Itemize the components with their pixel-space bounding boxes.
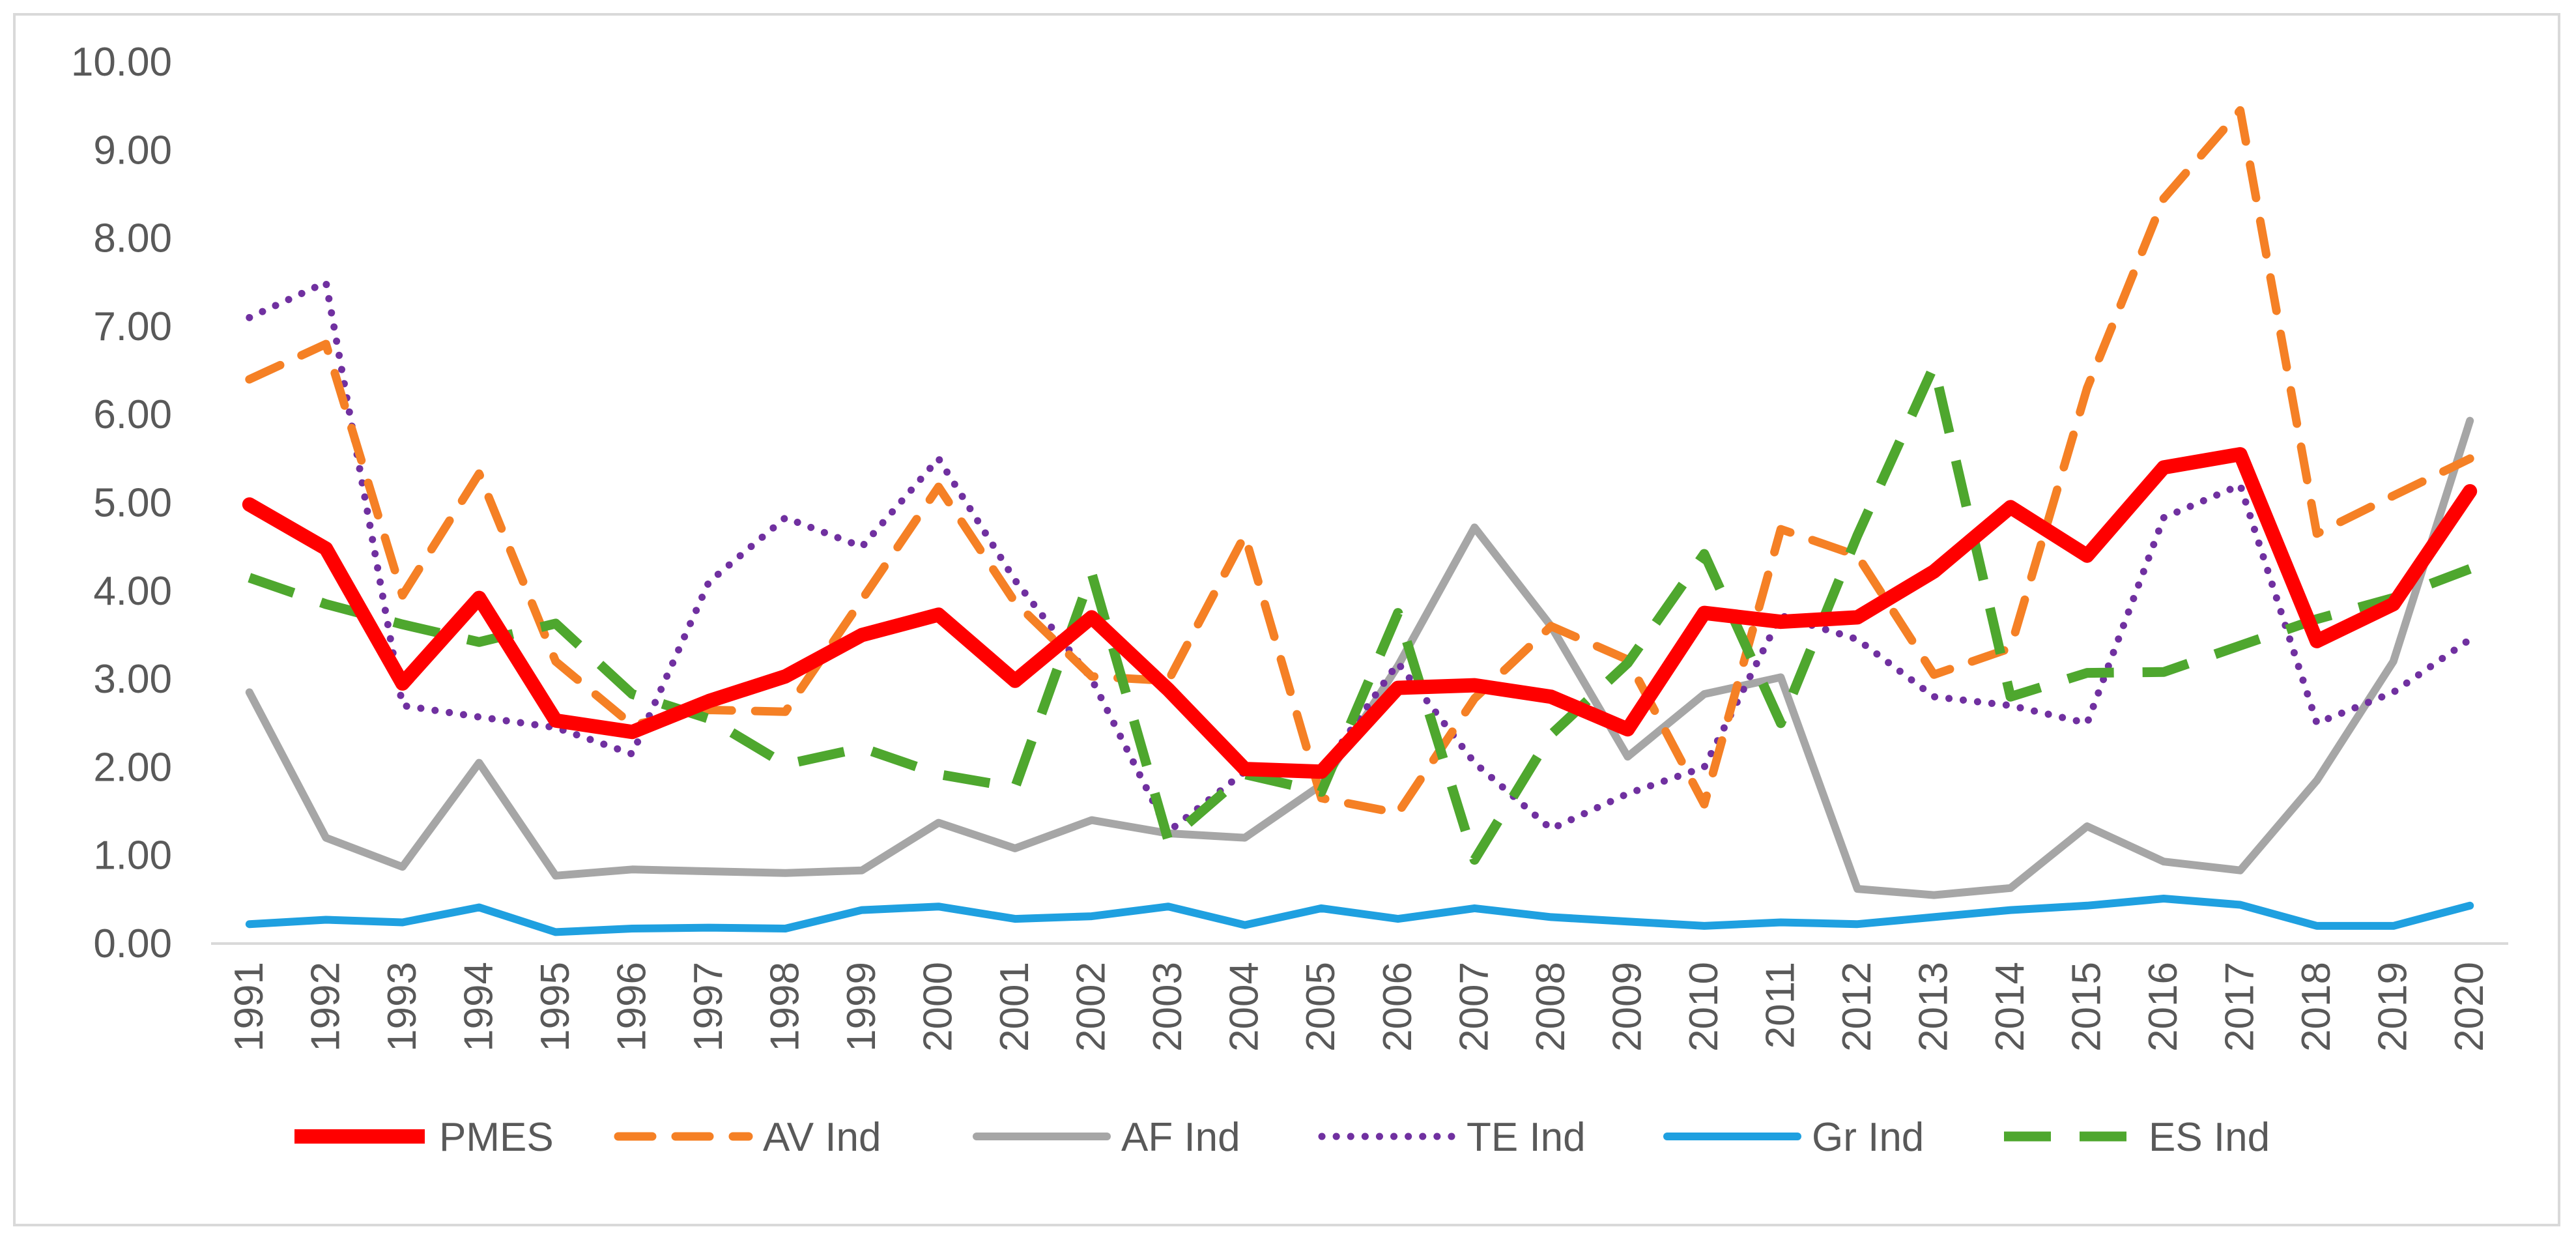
x-tick-label: 2013	[1911, 962, 1956, 1052]
x-tick-label: 2016	[2141, 962, 2186, 1052]
y-tick-label: 1.00	[93, 833, 172, 878]
y-tick-label: 4.00	[93, 569, 172, 614]
y-tick-label: 7.00	[93, 304, 172, 349]
x-tick-label: 2000	[916, 962, 961, 1052]
y-tick-label: 0.00	[93, 921, 172, 966]
x-tick-label: 1998	[763, 962, 808, 1052]
y-tick-label: 8.00	[93, 216, 172, 261]
x-tick-label: 2002	[1069, 962, 1114, 1052]
x-tick-label: 1994	[456, 962, 501, 1052]
x-tick-label: 2015	[2065, 962, 2110, 1052]
x-tick-label: 2006	[1375, 962, 1420, 1052]
x-tick-label: 2001	[992, 962, 1037, 1052]
series-line-es-ind	[248, 361, 2472, 865]
legend-label: AF Ind	[1121, 1115, 1240, 1160]
series-lines	[242, 106, 2478, 936]
x-tick-label: 2014	[1988, 962, 2033, 1052]
x-tick-label: 1992	[303, 962, 348, 1052]
x-tick-label: 2020	[2447, 962, 2492, 1052]
x-tick-label: 2003	[1145, 962, 1190, 1052]
x-tick-label: 1993	[380, 962, 425, 1052]
line-chart: 0.00 1.00 2.00 3.00 4.00 5.00 6.00 7.00 8.00 9.00…	[71, 40, 2508, 1160]
series-line-av-ind	[245, 106, 2474, 818]
x-tick-label: 1999	[839, 962, 884, 1052]
chart-frame: 0.00 1.00 2.00 3.00 4.00 5.00 6.00 7.00 8.00 9.00…	[13, 13, 2560, 1226]
y-tick-label: 6.00	[93, 392, 172, 437]
legend-label: ES Ind	[2149, 1115, 2270, 1160]
x-tick-label: 1997	[686, 962, 731, 1052]
series-line-gr-ind	[245, 895, 2474, 936]
legend-label: TE Ind	[1467, 1115, 1586, 1160]
y-tick-label: 5.00	[93, 481, 172, 526]
x-tick-label: 2011	[1758, 962, 1803, 1048]
y-tick-label: 2.00	[93, 745, 172, 790]
y-tick-label: 3.00	[93, 657, 172, 702]
x-tick-label: 2012	[1835, 962, 1880, 1052]
legend-label: Gr Ind	[1812, 1115, 1924, 1160]
x-tick-label: 2007	[1452, 962, 1496, 1052]
x-tick-label: 2019	[2371, 962, 2416, 1052]
axes: 0.00 1.00 2.00 3.00 4.00 5.00 6.00 7.00 8.00 9.00…	[71, 40, 2508, 1052]
legend-label: PMES	[439, 1115, 554, 1160]
x-tick-label: 2010	[1682, 962, 1726, 1052]
x-tick-label: 1991	[227, 962, 272, 1052]
x-tick-label: 2004	[1222, 962, 1267, 1052]
legend: PMES AV Ind AF Ind TE Ind Gr Ind ES Ind	[294, 1115, 2270, 1160]
legend-label: AV Ind	[763, 1115, 881, 1160]
x-tick-label: 2009	[1605, 962, 1650, 1052]
x-tick-label: 1996	[609, 962, 654, 1052]
y-tick-label: 9.00	[93, 128, 172, 173]
series-line-te-ind	[246, 278, 2474, 835]
x-tick-label: 2008	[1528, 962, 1573, 1052]
x-tick-label: 2018	[2294, 962, 2339, 1052]
x-tick-label: 2005	[1298, 962, 1343, 1052]
series-line-pmes	[242, 447, 2478, 779]
x-tick-label: 2017	[2218, 962, 2263, 1052]
x-tick-label: 1995	[533, 962, 578, 1052]
y-tick-label: 10.00	[71, 40, 172, 85]
